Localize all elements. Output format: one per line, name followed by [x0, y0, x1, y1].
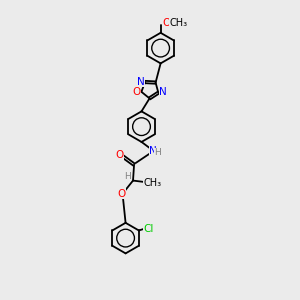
- Text: N: N: [149, 146, 157, 156]
- Text: CH₃: CH₃: [169, 18, 188, 28]
- Text: N: N: [136, 76, 144, 87]
- Text: H: H: [124, 172, 130, 181]
- Text: H: H: [154, 148, 161, 158]
- Text: O: O: [162, 18, 171, 28]
- Text: O: O: [118, 188, 126, 199]
- Text: CH₃: CH₃: [143, 178, 161, 188]
- Text: Cl: Cl: [144, 224, 154, 234]
- Text: O: O: [133, 87, 141, 97]
- Text: N: N: [159, 87, 167, 97]
- Text: O: O: [115, 150, 124, 160]
